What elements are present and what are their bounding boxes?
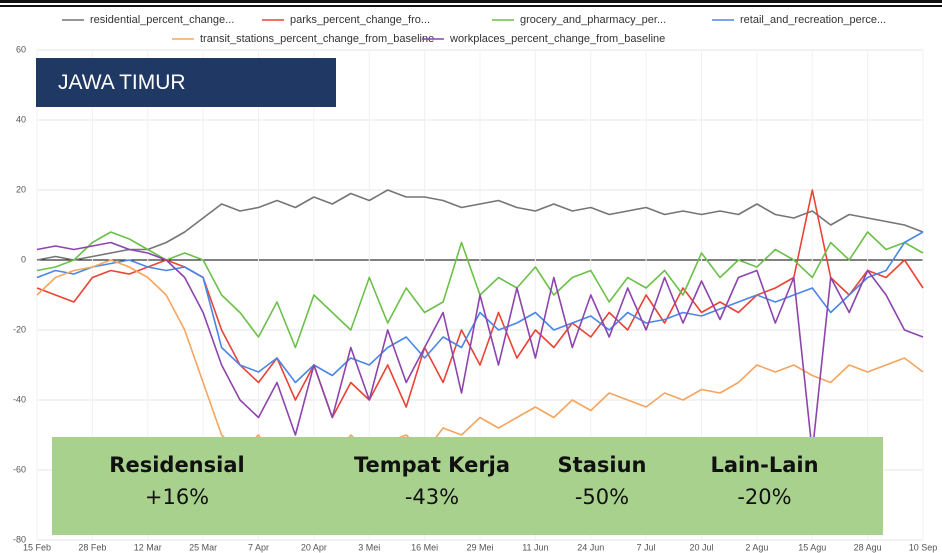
x-tick-label: 12 Mar <box>134 542 162 552</box>
x-tick-label: 20 Jul <box>689 542 713 552</box>
x-tick-label: 16 Mei <box>411 542 438 552</box>
y-tick-label: -40 <box>13 394 26 404</box>
x-tick-label: 29 Mei <box>466 542 493 552</box>
legend-label: grocery_and_pharmacy_per... <box>520 14 666 26</box>
x-tick-label: 20 Apr <box>301 542 327 552</box>
series-line <box>36 189 924 261</box>
summary-value: -43% <box>404 485 460 509</box>
summary-label: Residensial <box>109 453 245 477</box>
summary-cell: Stasiun -50% <box>522 437 682 509</box>
summary-value: -50% <box>574 485 630 509</box>
x-tick-label: 28 Agu <box>854 542 882 552</box>
summary-label: Tempat Kerja <box>353 453 511 477</box>
series-line <box>36 259 924 464</box>
summary-value: +16% <box>144 485 210 509</box>
title-box: JAWA TIMUR <box>36 58 336 107</box>
legend-label: parks_percent_change_fro... <box>290 14 430 26</box>
y-tick-label: 40 <box>16 114 26 124</box>
x-tick-label: 24 Jun <box>577 542 604 552</box>
y-tick-label: -80 <box>13 534 26 544</box>
y-tick-label: 20 <box>16 184 26 194</box>
summary-cell: Lain-Lain -20% <box>682 437 847 509</box>
summary-box: Residensial +16% Tempat Kerja -43% Stasiun… <box>52 437 883 535</box>
y-tick-label: 0 <box>21 254 26 264</box>
y-tick-label: -60 <box>13 464 26 474</box>
x-tick-label: 15 Feb <box>23 542 51 552</box>
summary-value: -20% <box>737 485 792 509</box>
legend-label: workplaces_percent_change_from_baseline <box>449 33 665 45</box>
top-border <box>0 5 942 7</box>
x-tick-label: 3 Mei <box>358 542 380 552</box>
legend-label: retail_and_recreation_perce... <box>740 14 886 26</box>
x-tick-label: 11 Jun <box>522 542 548 552</box>
x-tick-label: 28 Feb <box>78 542 106 552</box>
x-tick-label: 25 Mar <box>189 542 217 552</box>
y-tick-label: -20 <box>13 324 26 334</box>
x-tick-label: 7 Apr <box>248 542 269 552</box>
top-border <box>0 0 942 3</box>
summary-cell: Residensial +16% <box>92 437 262 509</box>
summary-label: Lain-Lain <box>710 453 819 477</box>
legend-label: residential_percent_change... <box>90 14 234 26</box>
x-tick-label: 10 Sep <box>909 542 938 552</box>
y-tick-label: 60 <box>16 44 26 54</box>
legend-label: transit_stations_percent_change_from_bas… <box>200 33 434 45</box>
x-tick-label: 7 Jul <box>637 542 656 552</box>
summary-label: Stasiun <box>557 453 647 477</box>
x-tick-label: 15 Agu <box>798 542 826 552</box>
series-line <box>36 241 924 454</box>
x-tick-label: 2 Agu <box>745 542 768 552</box>
summary-cell: Tempat Kerja -43% <box>342 437 522 535</box>
series-line <box>36 231 924 384</box>
